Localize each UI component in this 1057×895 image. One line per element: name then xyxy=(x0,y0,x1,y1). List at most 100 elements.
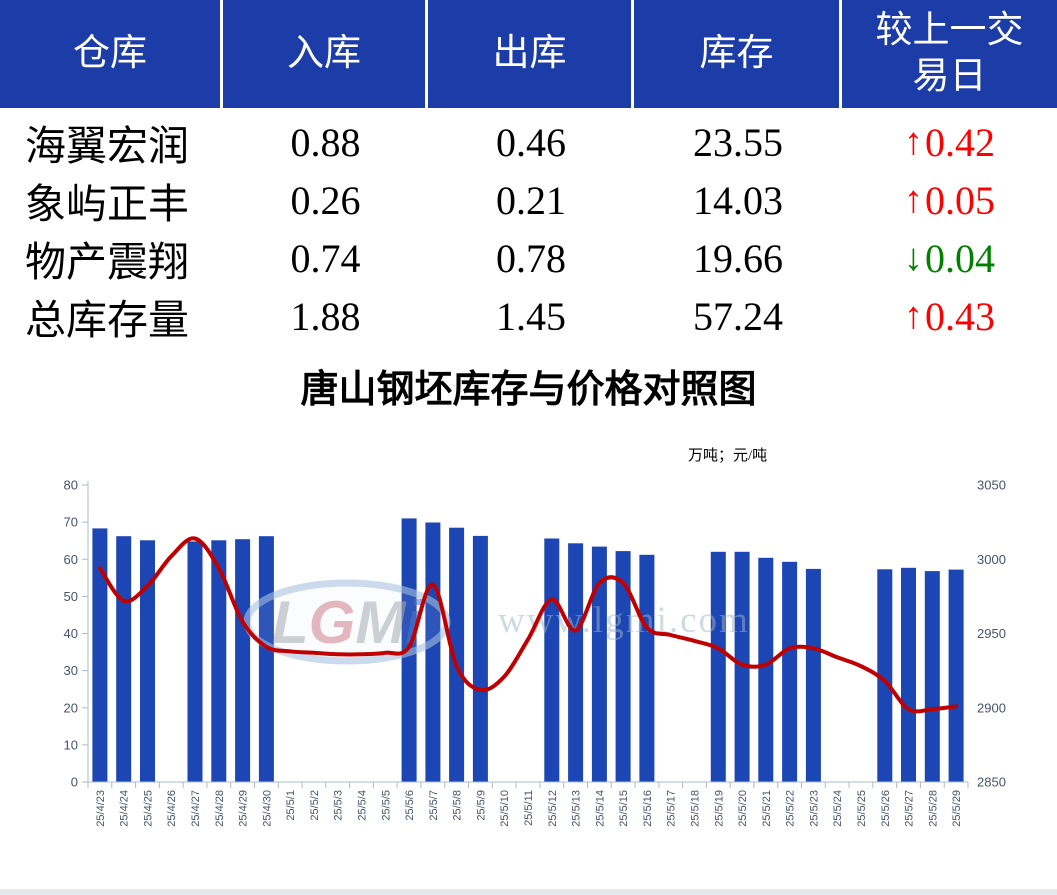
up-arrow-icon: ↑ xyxy=(904,179,923,221)
change-value: ↑ 0.43 xyxy=(842,286,1057,346)
stock-value: 19.66 xyxy=(693,235,783,281)
inbound-value: 0.26 xyxy=(290,177,361,223)
inventory-bar xyxy=(615,551,631,782)
chart-title: 唐山钢坯库存与价格对照图 xyxy=(300,369,757,411)
right-axis-label: 3050 xyxy=(977,478,1006,493)
outbound-value: 0.21 xyxy=(496,177,566,223)
right-axis-label: 3000 xyxy=(977,552,1006,567)
left-axis-label: 20 xyxy=(64,700,78,715)
left-axis-label: 50 xyxy=(64,589,78,604)
inventory-bar xyxy=(92,528,108,782)
x-axis-label: 25/5/5 xyxy=(380,790,392,821)
up-arrow-icon: ↑ xyxy=(904,121,923,163)
header-change-vs-prev-day: 较上一交易日 xyxy=(842,0,1057,108)
left-axis-label: 60 xyxy=(64,552,78,567)
header-outbound: 出库 xyxy=(428,0,631,108)
x-axis-label: 25/5/10 xyxy=(499,790,511,827)
outbound-value: 1.45 xyxy=(496,293,566,339)
x-axis-label: 25/5/29 xyxy=(951,790,963,827)
inventory-bar xyxy=(758,557,774,782)
inventory-bar xyxy=(544,538,560,782)
table-body: 海翼宏润 0.88 0.46 23.55 ↑ 0.42 象屿正丰 0.26 0.… xyxy=(0,112,1057,344)
x-axis-label: 25/5/25 xyxy=(856,790,868,827)
inventory-bar xyxy=(877,569,893,782)
change-value: ↓ 0.04 xyxy=(842,228,1057,288)
chart-unit-label: 万吨；元/吨 xyxy=(688,448,768,464)
inventory-bar xyxy=(140,540,155,782)
inventory-bar xyxy=(591,546,607,782)
x-axis-label: 25/5/28 xyxy=(927,790,939,827)
x-axis-label: 25/4/30 xyxy=(261,790,273,827)
x-axis-label: 25/5/4 xyxy=(357,790,369,821)
inventory-bar xyxy=(472,535,488,782)
x-axis-label: 25/4/27 xyxy=(190,790,202,827)
inventory-bar xyxy=(568,543,584,782)
change-amount: 0.04 xyxy=(925,235,995,281)
x-axis-label: 25/5/2 xyxy=(309,790,321,821)
left-axis-label: 70 xyxy=(64,515,78,530)
change-amount: 0.43 xyxy=(925,293,995,339)
change-amount: 0.05 xyxy=(925,177,995,223)
header-stock: 库存 xyxy=(634,0,839,108)
x-axis-label: 25/5/15 xyxy=(618,790,630,827)
left-axis-label: 0 xyxy=(71,775,78,790)
right-axis-label: 2850 xyxy=(977,775,1006,790)
left-axis-label: 10 xyxy=(64,737,78,752)
table-row: 海翼宏润 0.88 0.46 23.55 ↑ 0.42 xyxy=(0,112,1057,170)
table-row: 物产震翔 0.74 0.78 19.66 ↓ 0.04 xyxy=(0,228,1057,286)
outbound-value: 0.78 xyxy=(496,235,566,281)
x-axis-label: 25/4/25 xyxy=(142,790,154,827)
x-axis-label: 25/5/18 xyxy=(689,790,701,827)
inventory-bar xyxy=(734,551,750,782)
inventory-bar xyxy=(116,536,132,782)
header-warehouse: 仓库 xyxy=(0,0,220,108)
bottom-divider xyxy=(0,889,1057,895)
up-arrow-icon: ↑ xyxy=(904,295,923,337)
inventory-bar xyxy=(258,536,274,782)
stock-value: 14.03 xyxy=(693,177,783,223)
change-value: ↑ 0.05 xyxy=(842,170,1057,230)
stock-value: 23.55 xyxy=(693,119,783,165)
left-axis-label: 30 xyxy=(64,663,78,678)
x-axis-label: 25/4/28 xyxy=(214,790,226,827)
x-axis-label: 25/5/22 xyxy=(785,790,797,827)
inventory-bar xyxy=(782,561,798,782)
x-axis-label: 25/5/9 xyxy=(475,790,487,821)
warehouse-name: 海翼宏润 xyxy=(25,123,189,169)
x-axis-label: 25/5/19 xyxy=(713,790,725,827)
inventory-bar xyxy=(449,527,465,782)
inbound-value: 0.74 xyxy=(290,235,361,281)
warehouse-name: 物产震翔 xyxy=(25,239,189,285)
x-axis-label: 25/5/11 xyxy=(523,790,535,826)
x-axis-label: 25/5/16 xyxy=(642,790,654,827)
warehouse-name: 总库存量 xyxy=(25,297,189,343)
x-axis-label: 25/5/23 xyxy=(808,790,820,827)
inventory-bar xyxy=(710,551,726,782)
inbound-value: 1.88 xyxy=(290,293,361,339)
x-axis-label: 25/5/3 xyxy=(333,790,345,821)
table-header-row: 仓库 入库 出库 库存 较上一交易日 xyxy=(0,0,1057,108)
inventory-bar xyxy=(948,569,964,782)
x-axis-label: 25/5/14 xyxy=(594,790,606,827)
inventory-bar xyxy=(187,541,203,782)
inventory-price-chart: LGMi www.lgmi.com 0 10 20 30 40 50 60 70 80 2850 290… xyxy=(64,478,1006,827)
x-axis-label: 25/5/24 xyxy=(832,790,844,827)
stock-value: 57.24 xyxy=(693,293,783,339)
x-axis-label: 25/5/20 xyxy=(737,790,749,827)
watermark-logo-text: LGMi xyxy=(272,589,423,656)
inventory-bar xyxy=(425,522,441,782)
x-axis-label: 25/5/7 xyxy=(428,790,440,821)
price-line xyxy=(97,536,959,714)
x-axis-label: 25/4/26 xyxy=(166,790,178,827)
x-axis-label: 25/5/13 xyxy=(571,790,583,827)
x-axis-label: 25/5/8 xyxy=(452,790,464,821)
x-axis-label: 25/4/23 xyxy=(95,790,107,827)
table-row-total: 总库存量 1.88 1.45 57.24 ↑ 0.43 xyxy=(0,286,1057,344)
x-axis-label: 25/4/29 xyxy=(238,790,250,827)
change-amount: 0.42 xyxy=(925,119,995,165)
x-axis-label: 25/5/1 xyxy=(285,790,297,821)
x-axis-label: 25/5/6 xyxy=(404,790,416,821)
inventory-bar xyxy=(211,540,227,782)
x-axis-label: 25/5/21 xyxy=(761,790,773,827)
